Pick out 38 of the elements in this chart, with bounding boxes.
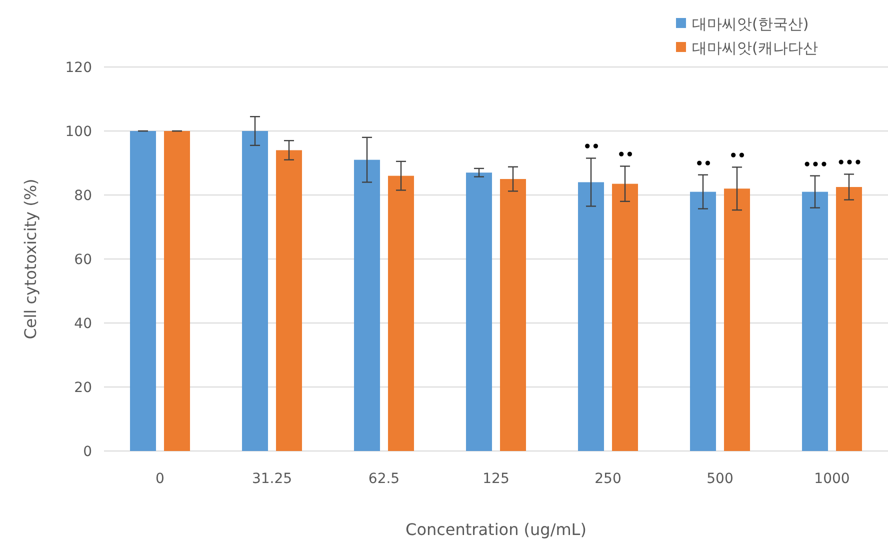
x-tick-label: 125: [482, 471, 510, 487]
y-axis-title: Cell cytotoxicity (%): [21, 178, 40, 340]
annotation: ••: [694, 154, 712, 173]
bar: [802, 192, 828, 451]
legend-label: 대마씨앗(한국산): [692, 15, 809, 33]
bar: [724, 188, 750, 451]
bar: [388, 176, 414, 451]
x-tick-label: 62.5: [368, 471, 400, 487]
bar: [578, 182, 604, 451]
x-tick-label: 0: [156, 471, 164, 487]
bar: [500, 179, 526, 451]
annotation: ••: [728, 146, 746, 166]
x-tick-label: 1000: [814, 471, 850, 487]
y-tick-label: 120: [65, 60, 92, 76]
x-axis-title: Concentration (ug/mL): [406, 520, 586, 539]
bar: [690, 192, 716, 451]
annotation: ••: [616, 145, 634, 164]
bar: [612, 184, 638, 451]
annotation: •••: [836, 153, 862, 172]
y-tick-label: 20: [74, 380, 92, 396]
annotation: •••: [802, 154, 828, 174]
y-tick-label: 100: [65, 124, 92, 140]
legend-label: 대마씨앗(캐나다산: [692, 39, 818, 57]
bar: [836, 187, 862, 451]
bar: [354, 160, 380, 451]
bar: [466, 172, 492, 451]
x-tick-label: 500: [706, 471, 734, 487]
bar: [130, 131, 156, 451]
x-tick-label: 31.25: [252, 471, 292, 487]
y-tick-label: 80: [74, 188, 92, 204]
y-tick-label: 0: [83, 444, 92, 460]
annotation: ••: [582, 137, 600, 156]
x-tick-label: 250: [594, 471, 622, 487]
bar: [164, 131, 190, 451]
bar: [242, 131, 268, 451]
y-tick-label: 40: [74, 316, 92, 332]
y-tick-label: 60: [74, 252, 92, 268]
bar: [276, 150, 302, 451]
